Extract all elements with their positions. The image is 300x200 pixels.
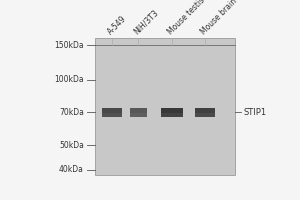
Bar <box>195 108 215 116</box>
Text: Mouse brain: Mouse brain <box>199 0 238 36</box>
Bar <box>130 113 146 116</box>
Text: STIP1: STIP1 <box>244 108 267 116</box>
Bar <box>95 38 235 175</box>
Bar <box>102 113 122 116</box>
Bar <box>161 108 183 116</box>
Bar <box>195 113 215 116</box>
Text: 70kDa: 70kDa <box>59 108 84 116</box>
Text: 40kDa: 40kDa <box>59 166 84 174</box>
Text: 150kDa: 150kDa <box>54 40 84 49</box>
Bar <box>130 108 146 116</box>
Text: 100kDa: 100kDa <box>54 75 84 84</box>
Text: Mouse testis: Mouse testis <box>166 0 206 36</box>
Bar <box>161 113 183 116</box>
Bar <box>102 108 122 116</box>
Text: 50kDa: 50kDa <box>59 140 84 149</box>
Text: NIH/3T3: NIH/3T3 <box>132 8 160 36</box>
Text: A-549: A-549 <box>106 14 128 36</box>
